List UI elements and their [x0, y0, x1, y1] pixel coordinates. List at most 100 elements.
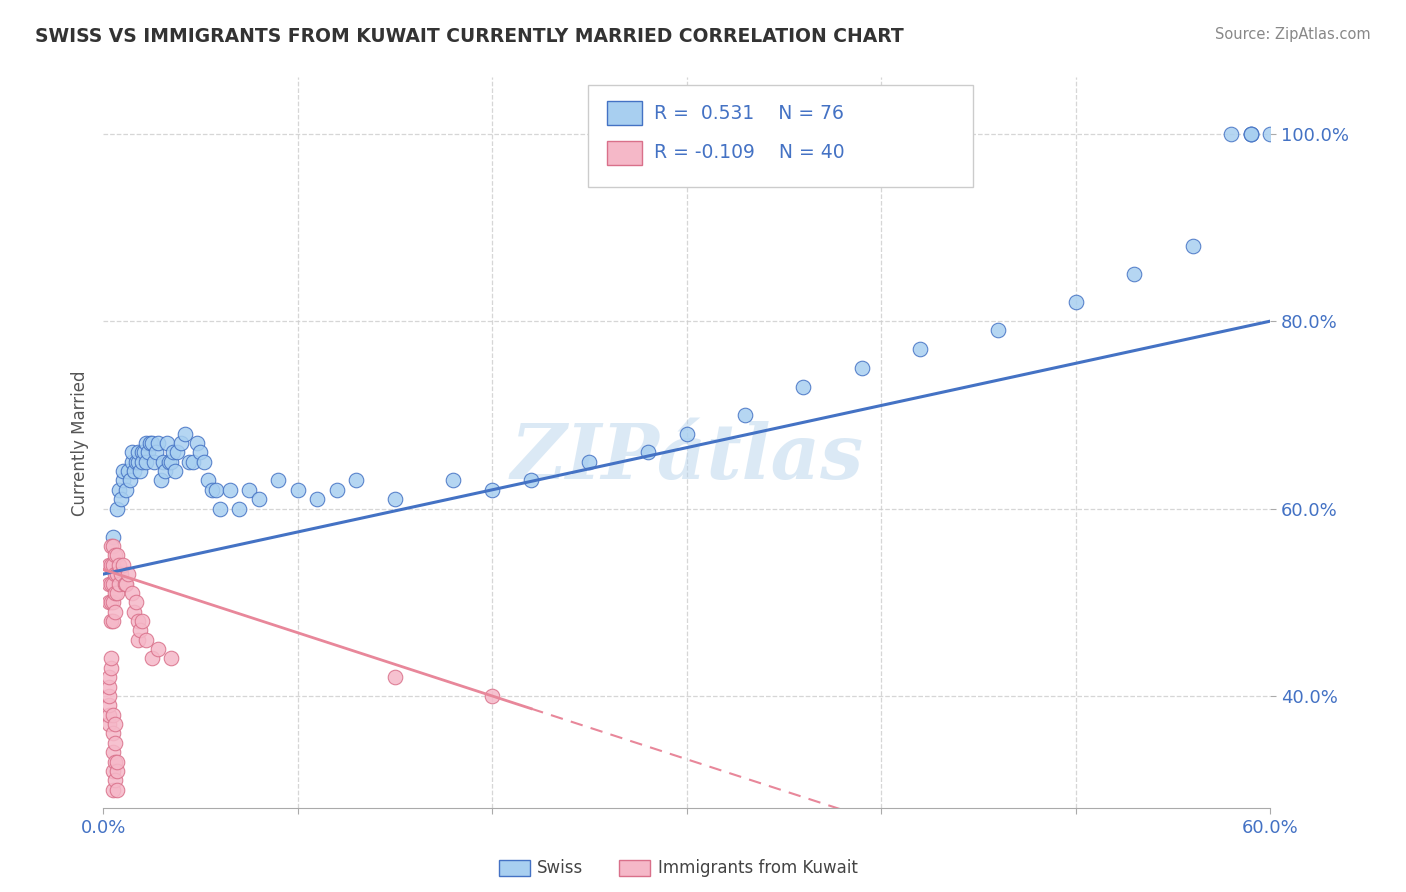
Point	[101, 558, 124, 572]
Point	[160, 651, 183, 665]
Point	[520, 474, 543, 488]
Point	[307, 492, 329, 507]
Point	[127, 614, 149, 628]
Point	[384, 670, 406, 684]
Point	[98, 595, 121, 609]
FancyBboxPatch shape	[588, 85, 973, 187]
Point	[127, 455, 149, 469]
Point	[792, 380, 814, 394]
Point	[125, 595, 148, 609]
Point	[190, 445, 212, 459]
Point	[1220, 127, 1243, 141]
Point	[110, 492, 132, 507]
Point	[325, 483, 347, 497]
Point	[98, 707, 121, 722]
Point	[107, 483, 129, 497]
Point	[100, 558, 122, 572]
Point	[129, 464, 152, 478]
Point	[177, 455, 200, 469]
Point	[1260, 127, 1282, 141]
Point	[344, 474, 367, 488]
Point	[186, 436, 208, 450]
Point	[105, 549, 128, 563]
Point	[384, 492, 406, 507]
Point	[125, 455, 148, 469]
Point	[851, 361, 873, 376]
Point	[101, 614, 124, 628]
Point	[136, 445, 159, 459]
Point	[165, 464, 187, 478]
Point	[98, 717, 121, 731]
Point	[160, 455, 183, 469]
Point	[104, 717, 127, 731]
Point	[100, 595, 122, 609]
Point	[98, 698, 121, 713]
Text: SWISS VS IMMIGRANTS FROM KUWAIT CURRENTLY MARRIED CORRELATION CHART: SWISS VS IMMIGRANTS FROM KUWAIT CURRENTL…	[35, 27, 904, 45]
Point	[104, 549, 127, 563]
Point	[104, 567, 127, 582]
Point	[104, 773, 127, 788]
Point	[908, 343, 931, 357]
Point	[139, 436, 162, 450]
Point	[105, 501, 128, 516]
Text: Source: ZipAtlas.com: Source: ZipAtlas.com	[1215, 27, 1371, 42]
Point	[166, 445, 188, 459]
Point	[98, 680, 121, 694]
Point	[104, 605, 127, 619]
Point	[98, 689, 121, 703]
Point	[104, 586, 127, 600]
Point	[98, 558, 121, 572]
Point	[146, 436, 169, 450]
Point	[218, 483, 240, 497]
Point	[105, 567, 128, 582]
Point	[247, 492, 270, 507]
Point	[734, 408, 756, 422]
Text: R = -0.109    N = 40: R = -0.109 N = 40	[654, 144, 845, 162]
Point	[208, 501, 231, 516]
Point	[238, 483, 260, 497]
Point	[111, 558, 134, 572]
Point	[101, 530, 124, 544]
Point	[201, 483, 224, 497]
FancyBboxPatch shape	[607, 141, 643, 165]
Point	[101, 707, 124, 722]
Point	[104, 755, 127, 769]
Point	[127, 445, 149, 459]
Point	[100, 661, 122, 675]
Point	[1240, 127, 1263, 141]
Text: Immigrants from Kuwait: Immigrants from Kuwait	[658, 859, 858, 877]
Point	[135, 455, 157, 469]
Point	[114, 576, 136, 591]
Point	[156, 436, 179, 450]
Point	[110, 567, 132, 582]
Point	[131, 614, 153, 628]
Point	[481, 483, 503, 497]
Point	[132, 445, 155, 459]
Point	[129, 624, 152, 638]
Point	[205, 483, 228, 497]
Point	[145, 445, 167, 459]
Point	[193, 455, 215, 469]
Point	[107, 558, 129, 572]
Point	[142, 455, 165, 469]
Point	[1240, 127, 1263, 141]
Point	[197, 474, 219, 488]
Point	[122, 605, 145, 619]
Point	[100, 539, 122, 553]
Text: ZIPátlas: ZIPátlas	[510, 420, 863, 494]
Point	[1123, 267, 1146, 281]
Point	[111, 474, 134, 488]
Point	[100, 576, 122, 591]
Point	[987, 323, 1010, 337]
Point	[98, 670, 121, 684]
Text: Swiss: Swiss	[537, 859, 583, 877]
Point	[170, 436, 193, 450]
Point	[105, 586, 128, 600]
Point	[121, 445, 143, 459]
Point	[141, 651, 163, 665]
Point	[267, 474, 290, 488]
Point	[157, 455, 180, 469]
Point	[675, 426, 697, 441]
Point	[121, 586, 143, 600]
Point	[127, 632, 149, 647]
